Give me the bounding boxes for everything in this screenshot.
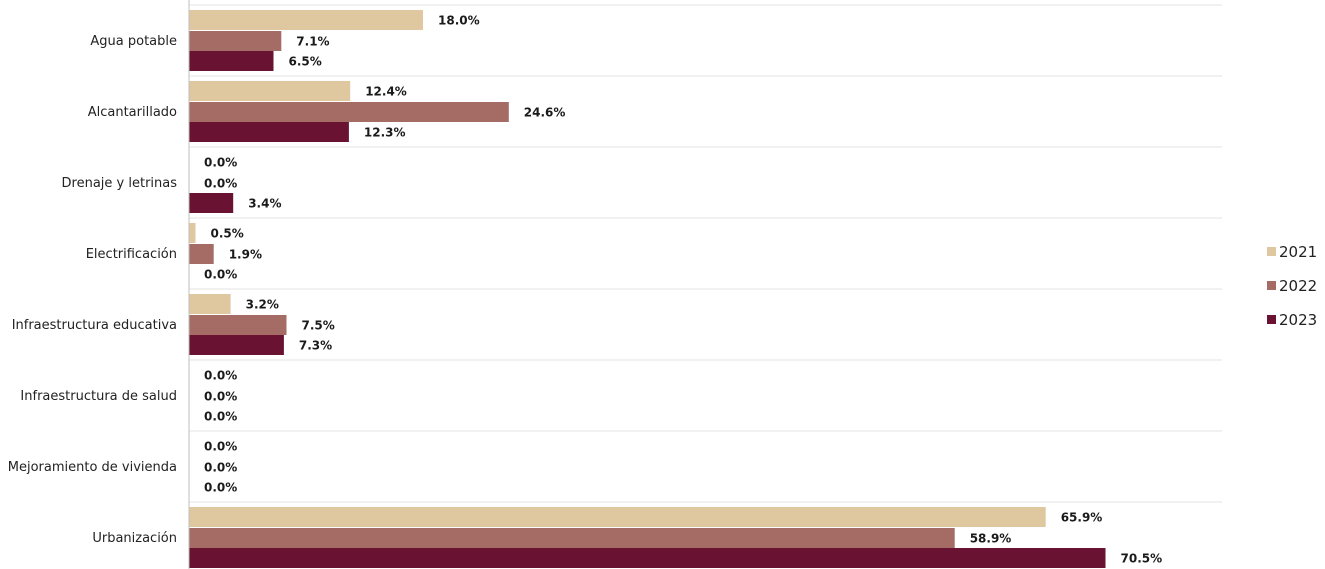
data-label: 58.9% bbox=[970, 532, 1012, 546]
data-label: 1.9% bbox=[229, 248, 262, 262]
legend-swatch bbox=[1267, 247, 1276, 256]
data-label: 0.0% bbox=[204, 177, 237, 191]
data-label: 0.0% bbox=[204, 390, 237, 404]
category-label: Drenaje y letrinas bbox=[62, 176, 178, 191]
legend-label: 2022 bbox=[1279, 277, 1317, 295]
data-label: 12.3% bbox=[364, 126, 406, 140]
bar-2021 bbox=[189, 10, 423, 30]
bar-2023 bbox=[189, 193, 234, 213]
legend-label: 2023 bbox=[1279, 311, 1317, 329]
data-label: 0.0% bbox=[204, 481, 237, 495]
legend-label: 2021 bbox=[1279, 243, 1317, 261]
data-label: 65.9% bbox=[1061, 511, 1103, 525]
bar-2021 bbox=[189, 223, 196, 243]
category-label: Electrificación bbox=[86, 247, 177, 262]
data-label: 7.3% bbox=[299, 339, 332, 353]
data-label: 0.0% bbox=[204, 461, 237, 475]
category-label: Mejoramiento de vivienda bbox=[8, 460, 177, 475]
data-label: 0.0% bbox=[204, 156, 237, 170]
bar-2022 bbox=[189, 244, 214, 264]
category-label: Infraestructura de salud bbox=[20, 389, 177, 404]
bar-2023 bbox=[189, 548, 1106, 568]
category-label: Infraestructura educativa bbox=[12, 318, 177, 333]
bar-2022 bbox=[189, 315, 287, 335]
bar-2022 bbox=[189, 102, 509, 122]
data-label: 0.0% bbox=[204, 268, 237, 282]
category-label: Alcantarillado bbox=[88, 105, 177, 120]
data-label: 3.4% bbox=[248, 197, 281, 211]
bar-2021 bbox=[189, 507, 1046, 527]
data-label: 0.0% bbox=[204, 369, 237, 383]
legend-swatch bbox=[1267, 315, 1276, 324]
data-label: 7.5% bbox=[302, 319, 335, 333]
bar-2023 bbox=[189, 51, 274, 71]
data-label: 3.2% bbox=[246, 298, 279, 312]
bar-2021 bbox=[189, 81, 351, 101]
data-label: 12.4% bbox=[365, 85, 407, 99]
bar-2021 bbox=[189, 294, 231, 314]
legend-swatch bbox=[1267, 281, 1276, 290]
data-label: 24.6% bbox=[524, 106, 566, 120]
data-label: 6.5% bbox=[289, 55, 322, 69]
bar-2022 bbox=[189, 31, 282, 51]
bar-2023 bbox=[189, 122, 349, 142]
bar-2022 bbox=[189, 528, 955, 548]
data-label: 0.0% bbox=[204, 410, 237, 424]
data-label: 0.0% bbox=[204, 440, 237, 454]
data-label: 70.5% bbox=[1121, 552, 1163, 566]
data-label: 18.0% bbox=[438, 14, 480, 28]
data-label: 7.1% bbox=[296, 35, 329, 49]
category-label: Urbanización bbox=[92, 531, 177, 546]
category-label: Agua potable bbox=[90, 34, 177, 49]
data-label: 0.5% bbox=[211, 227, 244, 241]
bar-2023 bbox=[189, 335, 284, 355]
